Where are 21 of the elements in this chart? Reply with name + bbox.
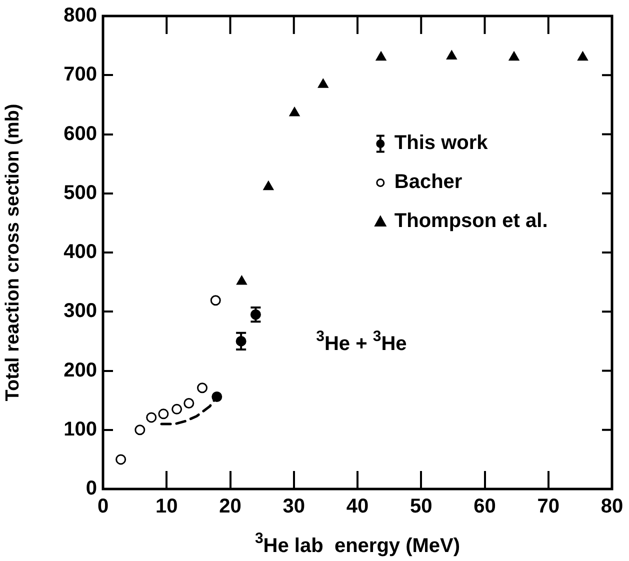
y-tick-label: 200	[64, 359, 97, 382]
y-tick-label: 700	[64, 64, 97, 86]
x-tick-label: 60	[474, 496, 496, 518]
x-tick-label: 70	[537, 496, 560, 518]
legend-label: Bacher	[394, 171, 462, 194]
x-tick-label: 10	[156, 496, 178, 518]
x-tick-label: 20	[219, 496, 242, 518]
y-tick-label: 600	[64, 122, 97, 145]
y-tick-label: 300	[64, 300, 97, 322]
y-tick-label: 400	[64, 241, 97, 264]
y-tick-label: 500	[64, 182, 97, 204]
x-tick-label: 40	[346, 496, 369, 518]
y-axis-title: Total reaction cross section (mb)	[2, 104, 24, 402]
legend-label: Thompson et al.	[394, 210, 548, 232]
x-tick-label: 50	[410, 496, 432, 518]
y-tick-label: 0	[86, 478, 97, 500]
y-tick-label: 100	[64, 418, 97, 440]
legend-label: This work	[394, 132, 489, 154]
x-tick-label: 80	[600, 496, 624, 518]
y-tick-label: 800	[64, 4, 97, 27]
x-tick-label: 30	[282, 496, 305, 518]
